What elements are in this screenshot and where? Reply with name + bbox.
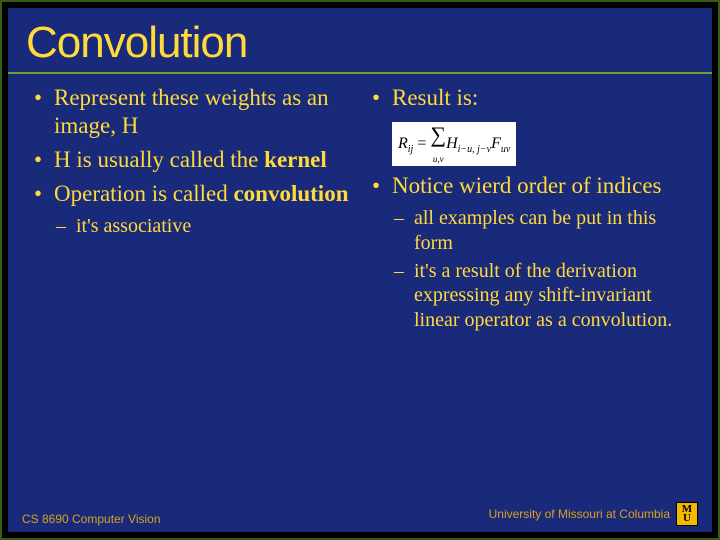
formula-fsub: uv	[501, 144, 510, 155]
formula-uv: u,v	[433, 154, 444, 164]
slide-title: Convolution	[8, 8, 712, 72]
content-area: Represent these weights as an image, H H…	[8, 82, 712, 338]
formula-eq: =	[413, 135, 430, 152]
title-underline	[8, 72, 712, 74]
formula: Rij = ∑u,vHi−u, j−vFuv	[392, 122, 516, 166]
right-column: Result is: Rij = ∑u,vHi−u, j−vFuv Notice…	[360, 84, 698, 338]
formula-R: R	[398, 135, 408, 152]
footer-right: University of Missouri at Columbia MU	[489, 502, 698, 526]
logo-u: U	[683, 512, 691, 524]
bullet-result: Result is:	[368, 84, 690, 112]
left-bullets: Represent these weights as an image, H H…	[30, 84, 352, 239]
slide-body: Convolution Represent these weights as a…	[8, 8, 712, 532]
formula-sum: ∑	[430, 124, 446, 146]
bullet-kernel-text: H is usually called the	[54, 147, 264, 172]
formula-hsub: i−u, j−v	[458, 144, 492, 155]
sub-examples: all examples can be put in this form	[392, 206, 690, 255]
left-sub: it's associative	[54, 214, 352, 238]
bullet-weights: Represent these weights as an image, H	[30, 84, 352, 140]
right-bullets: Result is:	[368, 84, 690, 112]
kernel-bold: kernel	[264, 147, 327, 172]
left-column: Represent these weights as an image, H H…	[22, 84, 360, 338]
footer: CS 8690 Computer Vision University of Mi…	[22, 502, 698, 526]
sub-associative: it's associative	[54, 214, 352, 238]
right-bullets2: Notice wierd order of indices all exampl…	[368, 172, 690, 332]
bullet-kernel: H is usually called the kernel	[30, 146, 352, 174]
mu-logo-icon: MU	[676, 502, 698, 526]
sub-derivation: it's a result of the derivation expressi…	[392, 259, 690, 332]
logo-letters: MU	[682, 505, 692, 524]
conv-bold: convolution	[233, 181, 348, 206]
formula-H: H	[446, 135, 458, 152]
formula-F: F	[491, 135, 501, 152]
bullet-convolution: Operation is called convolution it's ass…	[30, 180, 352, 238]
bullet-notice-text: Notice wierd order of indices	[392, 173, 662, 198]
bullet-conv-text: Operation is called	[54, 181, 233, 206]
footer-left: CS 8690 Computer Vision	[22, 512, 161, 526]
bullet-notice: Notice wierd order of indices all exampl…	[368, 172, 690, 332]
slide-frame: Convolution Represent these weights as a…	[0, 0, 720, 540]
footer-right-text: University of Missouri at Columbia	[489, 507, 670, 521]
right-sub: all examples can be put in this form it'…	[392, 206, 690, 332]
